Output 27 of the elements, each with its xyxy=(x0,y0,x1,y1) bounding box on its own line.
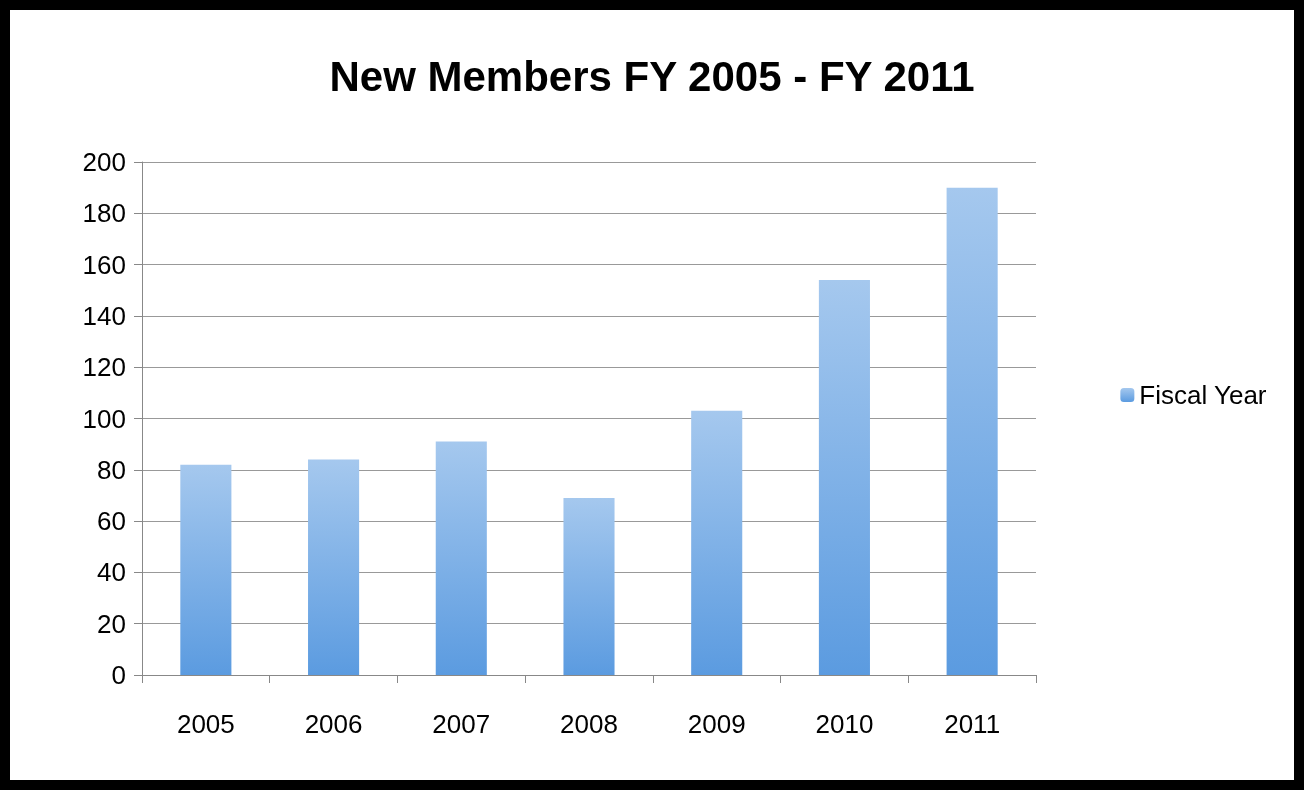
x-tick-label: 2008 xyxy=(560,709,618,739)
y-tick-label: 120 xyxy=(82,352,126,383)
legend-label: Fiscal Year xyxy=(1139,380,1267,410)
y-tick-label: 180 xyxy=(82,198,126,229)
y-tick-label: 60 xyxy=(97,506,126,537)
bar xyxy=(308,459,360,675)
bar xyxy=(818,279,870,675)
y-tick-label: 80 xyxy=(97,454,126,485)
x-tick-label: 2010 xyxy=(815,709,874,739)
y-tick-label: 0 xyxy=(111,660,126,690)
y-tick-label: 200 xyxy=(82,147,126,177)
bar xyxy=(691,410,743,675)
y-tick-label: 140 xyxy=(82,300,126,331)
x-tick-label: 2006 xyxy=(304,709,363,739)
bar xyxy=(946,187,998,675)
x-tick-label: 2011 xyxy=(944,709,1001,739)
chart-title: New Members FY 2005 - FY 2011 xyxy=(329,52,975,100)
bar xyxy=(180,464,232,675)
x-tick-label: 2009 xyxy=(687,709,746,739)
bar xyxy=(435,441,487,675)
x-tick-label: 2005 xyxy=(176,709,235,739)
y-tick-label: 100 xyxy=(82,403,126,434)
y-tick-label: 20 xyxy=(97,608,126,639)
y-tick-label: 160 xyxy=(82,249,126,280)
x-tick-label: 2007 xyxy=(432,709,491,739)
y-tick-label: 40 xyxy=(97,557,126,588)
bar xyxy=(563,498,615,675)
